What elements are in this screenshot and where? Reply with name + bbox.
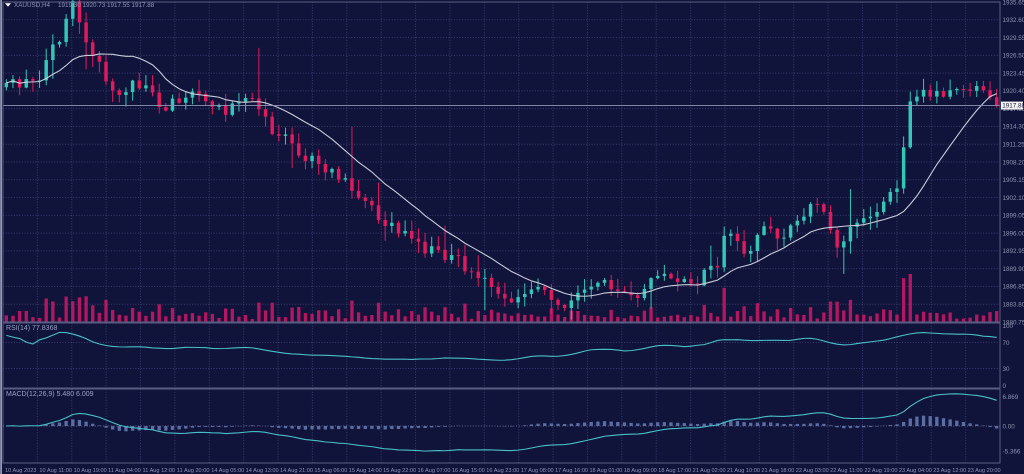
svg-text:23 Aug 12:00: 23 Aug 12:00	[933, 468, 966, 474]
svg-text:22 Aug 03:00: 22 Aug 03:00	[796, 468, 829, 474]
svg-text:1889.90: 1889.90	[1003, 266, 1024, 273]
svg-text:1920.40: 1920.40	[1003, 88, 1024, 95]
svg-text:21 Aug 10:00: 21 Aug 10:00	[727, 468, 760, 474]
svg-text:15 Aug 06:00: 15 Aug 06:00	[314, 468, 347, 474]
svg-text:16 Aug 15:00: 16 Aug 15:00	[452, 468, 485, 474]
svg-text:1926.50: 1926.50	[1003, 53, 1024, 60]
svg-text:XAUUSD,H4: XAUUSD,H4	[14, 2, 51, 9]
svg-text:21 Aug 18:00: 21 Aug 18:00	[761, 468, 794, 474]
svg-text:1905.15: 1905.15	[1003, 177, 1024, 184]
svg-text:1902.10: 1902.10	[1003, 195, 1024, 202]
svg-text:22 Aug 11:00: 22 Aug 11:00	[830, 468, 863, 474]
svg-text:-5.366: -5.366	[1003, 448, 1021, 455]
svg-text:1932.60: 1932.60	[1003, 17, 1024, 24]
svg-text:1929.55: 1929.55	[1003, 35, 1024, 42]
svg-text:1935.65: 1935.65	[1003, 0, 1024, 6]
svg-text:17 Aug 16:00: 17 Aug 16:00	[555, 468, 588, 474]
svg-text:1908.20: 1908.20	[1003, 159, 1024, 166]
svg-text:11 Aug 20:00: 11 Aug 20:00	[177, 468, 210, 474]
svg-text:6.869: 6.869	[1003, 394, 1019, 401]
svg-text:MACD(12,26,9) 5.480 6.009: MACD(12,26,9) 5.480 6.009	[6, 391, 94, 398]
svg-text:18 Aug 01:00: 18 Aug 01:00	[589, 468, 622, 474]
svg-text:22 Aug 19:00: 22 Aug 19:00	[864, 468, 897, 474]
svg-text:1886.85: 1886.85	[1003, 284, 1024, 291]
svg-text:70: 70	[1003, 340, 1011, 347]
svg-text:RSI(14) 77.8368: RSI(14) 77.8368	[6, 325, 57, 332]
svg-text:23 Aug 20:00: 23 Aug 20:00	[968, 468, 1001, 474]
svg-text:1919.30 1920.73 1917.55: 1919.30 1920.73 1917.55 1917.88	[58, 2, 155, 9]
svg-text:1911.25: 1911.25	[1003, 142, 1024, 149]
svg-text:17 Aug 08:00: 17 Aug 08:00	[521, 468, 554, 474]
svg-text:10 Aug 19:00: 10 Aug 19:00	[74, 468, 107, 474]
svg-text:11 Aug 12:00: 11 Aug 12:00	[143, 468, 176, 474]
svg-text:1899.05: 1899.05	[1003, 213, 1024, 220]
svg-text:18 Aug 17:00: 18 Aug 17:00	[658, 468, 691, 474]
svg-text:1896.00: 1896.00	[1003, 230, 1024, 237]
svg-text:18 Aug 09:00: 18 Aug 09:00	[624, 468, 657, 474]
svg-text:16 Aug 07:00: 16 Aug 07:00	[418, 468, 451, 474]
svg-text:1883.80: 1883.80	[1003, 302, 1024, 309]
svg-text:1917.88: 1917.88	[1002, 103, 1024, 110]
svg-text:1914.30: 1914.30	[1003, 124, 1024, 131]
svg-text:30: 30	[1003, 366, 1011, 373]
svg-text:21 Aug 02:00: 21 Aug 02:00	[693, 468, 726, 474]
svg-text:15 Aug 22:00: 15 Aug 22:00	[383, 468, 416, 474]
svg-text:1923.45: 1923.45	[1003, 70, 1024, 77]
svg-text:10 Aug 11:00: 10 Aug 11:00	[39, 468, 72, 474]
svg-text:1892.95: 1892.95	[1003, 248, 1024, 255]
svg-text:0: 0	[1003, 383, 1007, 390]
svg-text:100: 100	[1003, 323, 1014, 330]
svg-text:11 Aug 04:00: 11 Aug 04:00	[108, 468, 141, 474]
svg-text:10 Aug 2023: 10 Aug 2023	[5, 468, 36, 474]
svg-text:16 Aug 23:00: 16 Aug 23:00	[486, 468, 519, 474]
svg-text:14 Aug 21:00: 14 Aug 21:00	[280, 468, 313, 474]
svg-text:0.00: 0.00	[1003, 423, 1016, 430]
svg-text:23 Aug 04:00: 23 Aug 04:00	[899, 468, 932, 474]
svg-text:14 Aug 05:00: 14 Aug 05:00	[211, 468, 244, 474]
svg-text:14 Aug 13:00: 14 Aug 13:00	[246, 468, 279, 474]
svg-text:15 Aug 14:00: 15 Aug 14:00	[349, 468, 382, 474]
